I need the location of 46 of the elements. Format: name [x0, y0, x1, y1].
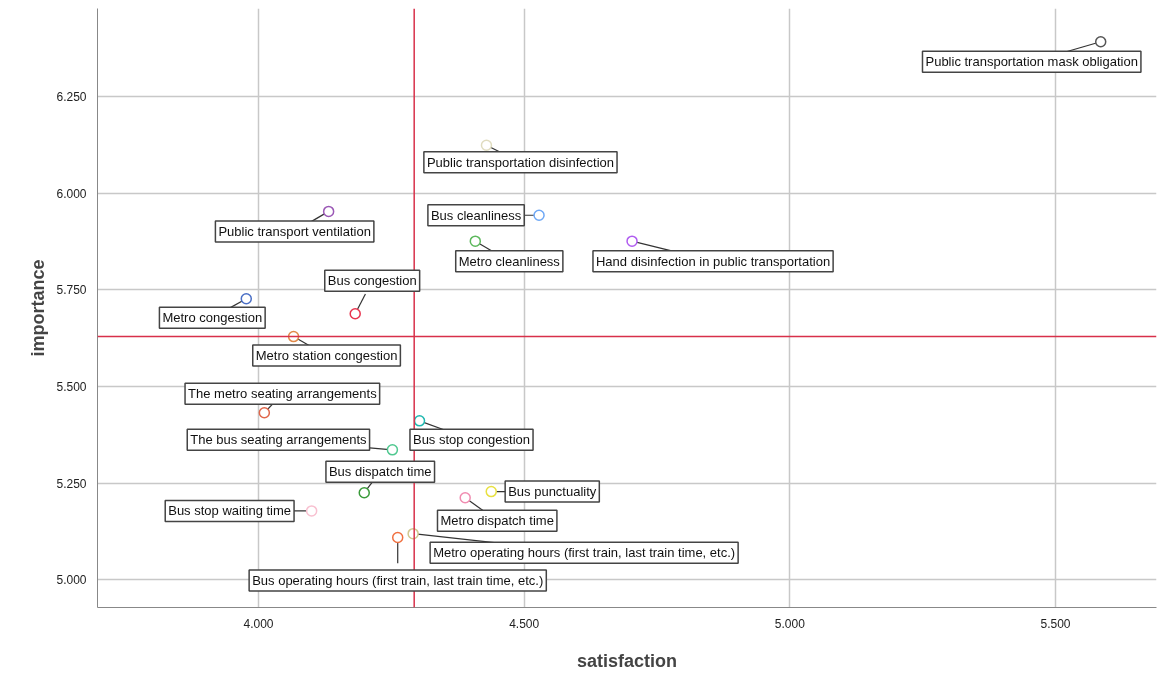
text: Bus operating hours (first train, last train time, etc.)	[252, 573, 544, 589]
y-tick-label: 5.250	[56, 476, 87, 491]
point	[305, 505, 318, 517]
series-label: The bus seating arrangements	[190, 432, 368, 448]
point	[322, 205, 335, 218]
text: Public transportation disinfection	[426, 154, 615, 170]
point	[391, 531, 404, 544]
point	[480, 139, 493, 152]
series-label: Metro operating hours (first train, last train time, etc.)	[433, 545, 736, 561]
text: Metro station congestion	[255, 348, 398, 364]
y-tick-label: 5.750	[56, 283, 87, 298]
text: Public transport ventilation	[218, 223, 371, 239]
series-label: Bus cleanliness	[430, 207, 522, 223]
point	[626, 235, 638, 247]
series-label: Metro cleanliness	[458, 253, 561, 269]
y-tick-label: 5.000	[56, 573, 87, 588]
point	[258, 406, 271, 419]
point	[485, 485, 497, 498]
x-tick-label: 4.500	[509, 616, 540, 631]
y-tick-label: 6.250	[56, 90, 87, 105]
text: Bus congestion	[327, 273, 417, 289]
point	[533, 209, 545, 221]
series-label: Metro congestion	[162, 310, 263, 326]
x-tick-label: 4.000	[243, 616, 274, 631]
point	[386, 444, 399, 456]
y-tick-label: 5.500	[56, 379, 87, 394]
series-label: The metro seating arrangements	[188, 386, 378, 402]
point	[349, 308, 361, 320]
series-label: Bus stop waiting time	[168, 503, 292, 519]
point	[1094, 35, 1107, 48]
series-label: Bus dispatch time	[328, 464, 432, 480]
x-axis-title: satisfaction	[576, 650, 678, 671]
y-tick-label: 6.000	[56, 186, 87, 201]
series-label: Metro dispatch time	[440, 513, 554, 529]
y-axis-title: importance	[28, 259, 49, 357]
text: Public transportation mask obligation	[925, 54, 1138, 70]
series-label: Bus stop congestion	[412, 432, 531, 448]
text: Hand disinfection in public transportation	[595, 253, 831, 269]
point	[358, 486, 370, 499]
point	[413, 415, 426, 427]
series-label: Bus punctuality	[508, 484, 597, 500]
point	[240, 292, 253, 305]
point	[469, 235, 482, 247]
point	[459, 492, 471, 504]
x-tick-label: 5.500	[1040, 616, 1071, 631]
x-tick-label: 5.000	[774, 616, 806, 631]
